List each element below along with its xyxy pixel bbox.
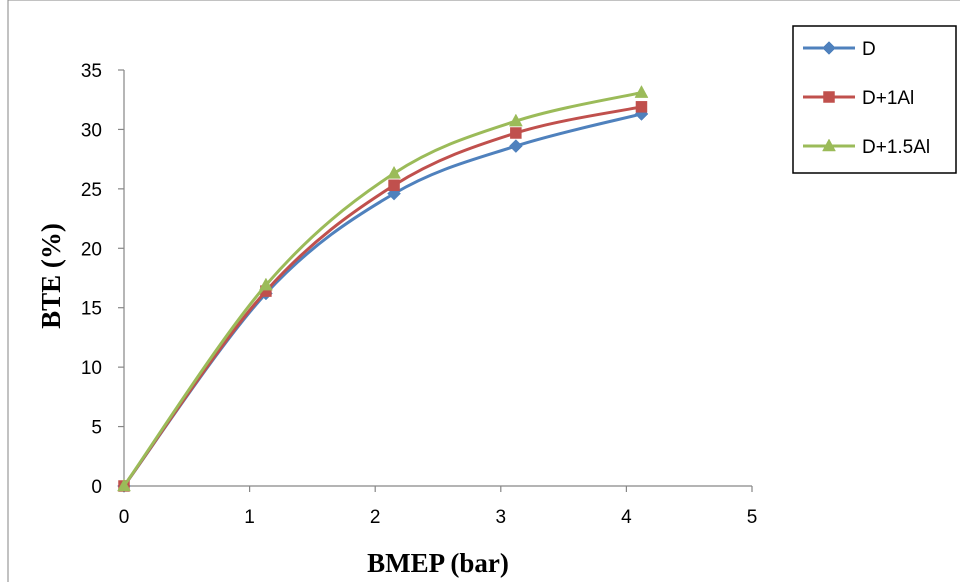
x-axis-ticks: 0 1 2 3 4 5 <box>119 486 758 528</box>
legend-item: D+1Al <box>803 88 914 109</box>
y-tick-label: 25 <box>81 180 102 201</box>
data-point <box>117 478 131 492</box>
series-line <box>122 112 643 488</box>
legend-item: D <box>803 39 876 60</box>
x-tick-label: 1 <box>244 507 255 528</box>
legend-label: D <box>862 39 876 60</box>
data-point <box>509 139 523 153</box>
legend-item: D+1.5Al <box>803 137 930 158</box>
legend-marker <box>823 91 835 103</box>
y-tick-label: 5 <box>91 418 102 439</box>
data-point <box>508 113 523 127</box>
x-tick-label: 5 <box>747 507 758 528</box>
y-tick-label: 20 <box>81 239 102 260</box>
series-d <box>117 107 649 493</box>
x-tick-label: 2 <box>370 507 381 528</box>
series-line <box>122 91 643 488</box>
x-tick-label: 3 <box>496 507 507 528</box>
plot-series <box>117 85 649 493</box>
y-tick-label: 15 <box>81 299 102 320</box>
data-point <box>388 179 400 192</box>
y-tick-label: 0 <box>91 477 102 498</box>
series-d-1-5al <box>117 85 649 492</box>
legend-label: D+1.5Al <box>862 137 930 158</box>
legend-marker <box>822 138 836 152</box>
data-point <box>510 127 522 139</box>
y-tick-label: 30 <box>81 120 102 141</box>
x-tick-label: 4 <box>621 507 632 528</box>
legend-box <box>792 25 957 174</box>
y-tick-label: 35 <box>81 61 102 82</box>
y-tick-label: 10 <box>81 358 102 379</box>
legend: D D+1Al D+1.5Al <box>792 25 957 174</box>
data-point <box>634 85 649 98</box>
x-axis-title: BMEP (bar) <box>367 548 509 578</box>
data-point <box>259 277 273 291</box>
y-axis-title: BTE (%) <box>36 223 66 329</box>
series-line <box>122 105 643 488</box>
y-axis-ticks: 0 5 10 15 20 25 30 35 <box>81 61 124 498</box>
legend-label: D+1Al <box>862 88 914 109</box>
x-tick-label: 0 <box>119 507 130 528</box>
legend-marker <box>822 41 836 55</box>
data-point <box>387 165 401 179</box>
series-d-1al <box>118 101 648 492</box>
data-point <box>635 101 648 113</box>
